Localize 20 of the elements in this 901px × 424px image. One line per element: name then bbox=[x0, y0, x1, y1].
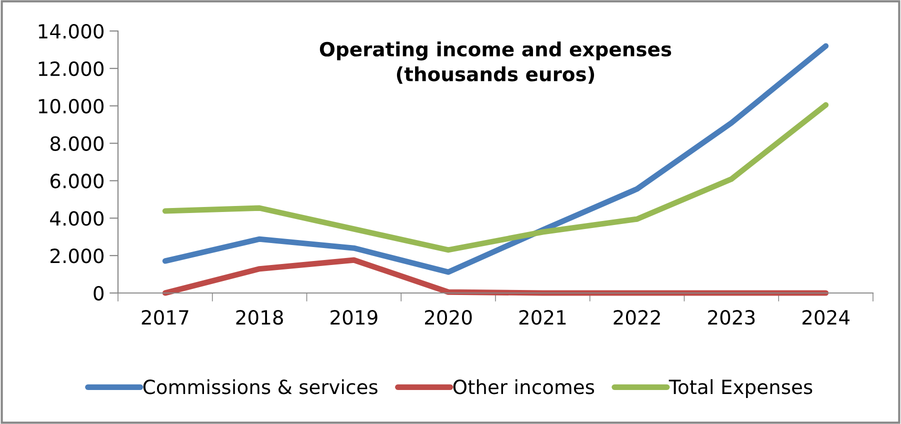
legend-label: Other incomes bbox=[453, 379, 594, 394]
x-tick-label: 2017 bbox=[142, 310, 188, 325]
y-tick-label: 0 bbox=[94, 286, 104, 301]
x-tick-label: 2020 bbox=[424, 310, 472, 325]
y-tick-label: 8.000 bbox=[50, 136, 104, 151]
legend-label: Commissions & services bbox=[143, 379, 378, 394]
x-tick-label: 2023 bbox=[708, 310, 755, 325]
y-tick-label: 10.000 bbox=[38, 98, 104, 114]
y-tick-label: 4.000 bbox=[50, 211, 104, 226]
text: Operating income and expenses (thousands euros) bbox=[320, 41, 672, 84]
y-tick-label: 2.000 bbox=[50, 248, 104, 264]
x-tick-label: 2018 bbox=[236, 310, 283, 325]
y-tick-label: 14.000 bbox=[38, 24, 104, 39]
y-tick-label: 6.000 bbox=[50, 174, 104, 188]
x-tick-label: 2022 bbox=[614, 310, 660, 325]
x-tick-label: 2024 bbox=[802, 310, 850, 325]
x-tick-label: 2021 bbox=[519, 310, 566, 325]
legend-label: Total Expenses bbox=[668, 379, 812, 398]
y-tick-label: 12.000 bbox=[38, 61, 104, 76]
x-tick-label: 2019 bbox=[330, 310, 378, 325]
